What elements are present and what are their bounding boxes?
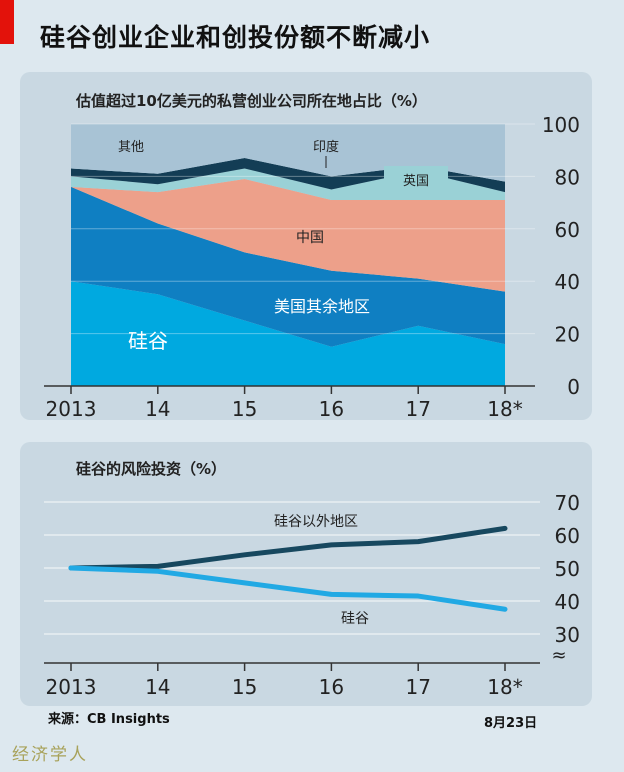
series-label-0: 硅谷 [128,329,168,353]
bottom-chart-title: 硅谷的风险投资（%） [76,460,227,478]
top-y-tick-label: 100 [542,113,580,137]
series-label-4: 印度 [313,139,339,155]
bottom-y-tick-label: 70 [555,491,580,515]
bottom-x-tick-label: 16 [319,675,344,699]
uk-label-box [384,166,448,192]
bottom-y-tick-label: 60 [555,524,580,548]
bottom-x-tick-label: 17 [405,675,430,699]
series-label-3: 英国 [403,174,429,189]
bottom-y-tick-label: 50 [555,557,580,581]
top-x-tick-label: 14 [145,397,170,421]
top-chart-title: 估值超过10亿美元的私营创业公司所在地占比（%） [76,92,427,110]
top-chart-panel: 0 20 40 60 80 100 2013 14 15 16 17 18* 硅谷 美国其余地区 中国 英国 印… [0,64,624,426]
date-label: 8月23日 [484,716,538,731]
top-y-tick-label: 0 [567,375,580,399]
area-series-2 [71,179,505,292]
bottom-panel-background [20,442,592,706]
area-series-4 [71,158,505,193]
series-label-5: 其他 [118,140,144,155]
top-area-chart: 0 20 40 60 80 100 2013 14 15 16 17 18* 硅谷 美国其余地区 中国 英国 印… [20,72,592,421]
top-y-tick-label: 60 [555,218,580,242]
page-title: 硅谷创业企业和创投份额不断减小 [40,23,431,52]
bottom-y-tick-label: 40 [555,590,580,614]
top-x-tick-label: 16 [319,397,344,421]
top-y-tick-label: 20 [555,323,580,347]
red-accent-tag [0,0,14,44]
bottom-x-tick-label: 2013 [46,675,97,699]
axis-break-icon: ≈ [551,645,566,666]
top-y-tick-label: 40 [555,270,580,294]
line-series-0 [68,525,508,571]
top-x-tick-label: 18* [487,397,522,421]
line-series-label-1: 硅谷 [341,611,369,627]
bottom-x-tick-label: 18* [487,675,522,699]
line-series-label-0: 硅谷以外地区 [274,514,358,530]
line-series-1 [68,565,508,612]
series-label-2: 中国 [296,230,324,246]
bottom-chart-panel: 30 40 50 60 70 ≈2013 14 15 16 17 18* 硅谷以外地区硅谷 硅谷的风险… [0,438,624,706]
area-series-1 [71,186,505,347]
top-x-tick-label: 15 [232,397,257,421]
top-y-tick-label: 80 [555,165,580,189]
bottom-y-tick-label: 30 [555,623,580,647]
top-x-tick-label: 2013 [46,397,97,421]
watermark-text: 经济学人 [12,745,88,765]
series-label-1: 美国其余地区 [274,297,370,316]
bottom-x-tick-label: 15 [232,675,257,699]
top-x-tick-label: 17 [405,397,430,421]
bottom-x-tick-label: 14 [145,675,170,699]
source-note: 来源：CB Insights [48,712,170,727]
